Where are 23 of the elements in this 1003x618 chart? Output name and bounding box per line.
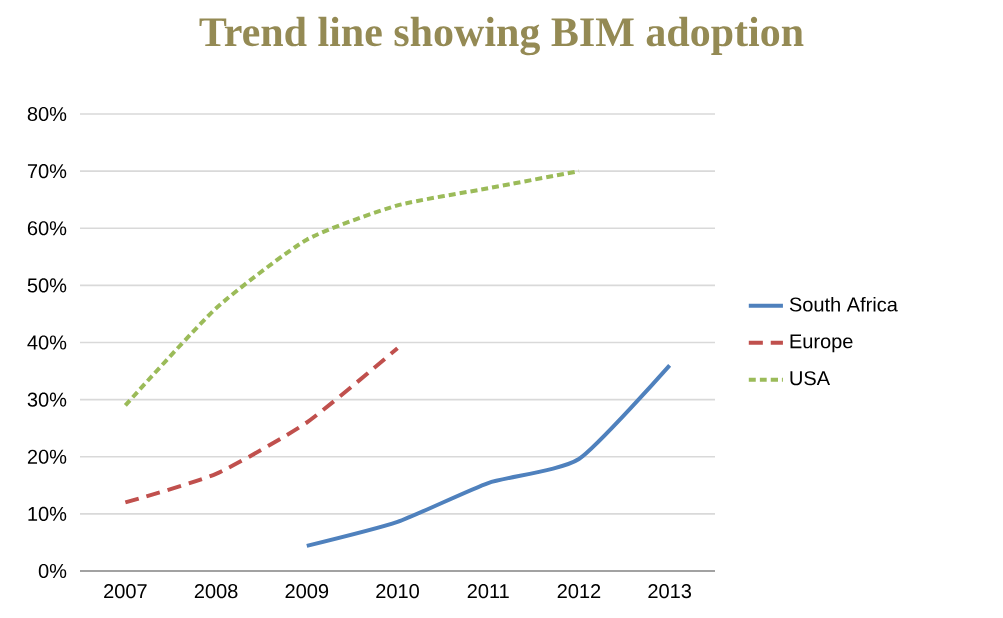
x-tick-label: 2010 bbox=[376, 584, 419, 599]
line-series bbox=[304, 363, 672, 548]
legend-label: USA bbox=[790, 371, 831, 386]
legend-label: Europe bbox=[790, 334, 853, 353]
x-tick-label: 2012 bbox=[557, 584, 601, 599]
y-tick-label: 20% bbox=[27, 449, 67, 464]
y-tick-label: 80% bbox=[27, 106, 67, 122]
x-tick-label: 2009 bbox=[285, 584, 329, 599]
y-tick-label: 50% bbox=[27, 278, 67, 293]
y-tick-label: 10% bbox=[28, 506, 67, 521]
x-tick-label: 2011 bbox=[467, 584, 509, 599]
line-series bbox=[123, 169, 581, 408]
y-tick-label: 30% bbox=[27, 392, 67, 407]
line-series bbox=[123, 346, 400, 505]
legend-label: South Africa bbox=[789, 296, 898, 312]
y-tick-label: 60% bbox=[27, 221, 67, 236]
x-tick-label: 2008 bbox=[194, 584, 238, 599]
y-tick-label: 0% bbox=[38, 563, 67, 579]
y-tick-label: 40% bbox=[27, 335, 67, 350]
chart-title: Trend line showing BIM adoption bbox=[199, 16, 804, 56]
x-tick-label: 2013 bbox=[648, 584, 692, 599]
y-tick-label: 70% bbox=[27, 164, 67, 179]
x-tick-label: 2007 bbox=[104, 584, 147, 599]
